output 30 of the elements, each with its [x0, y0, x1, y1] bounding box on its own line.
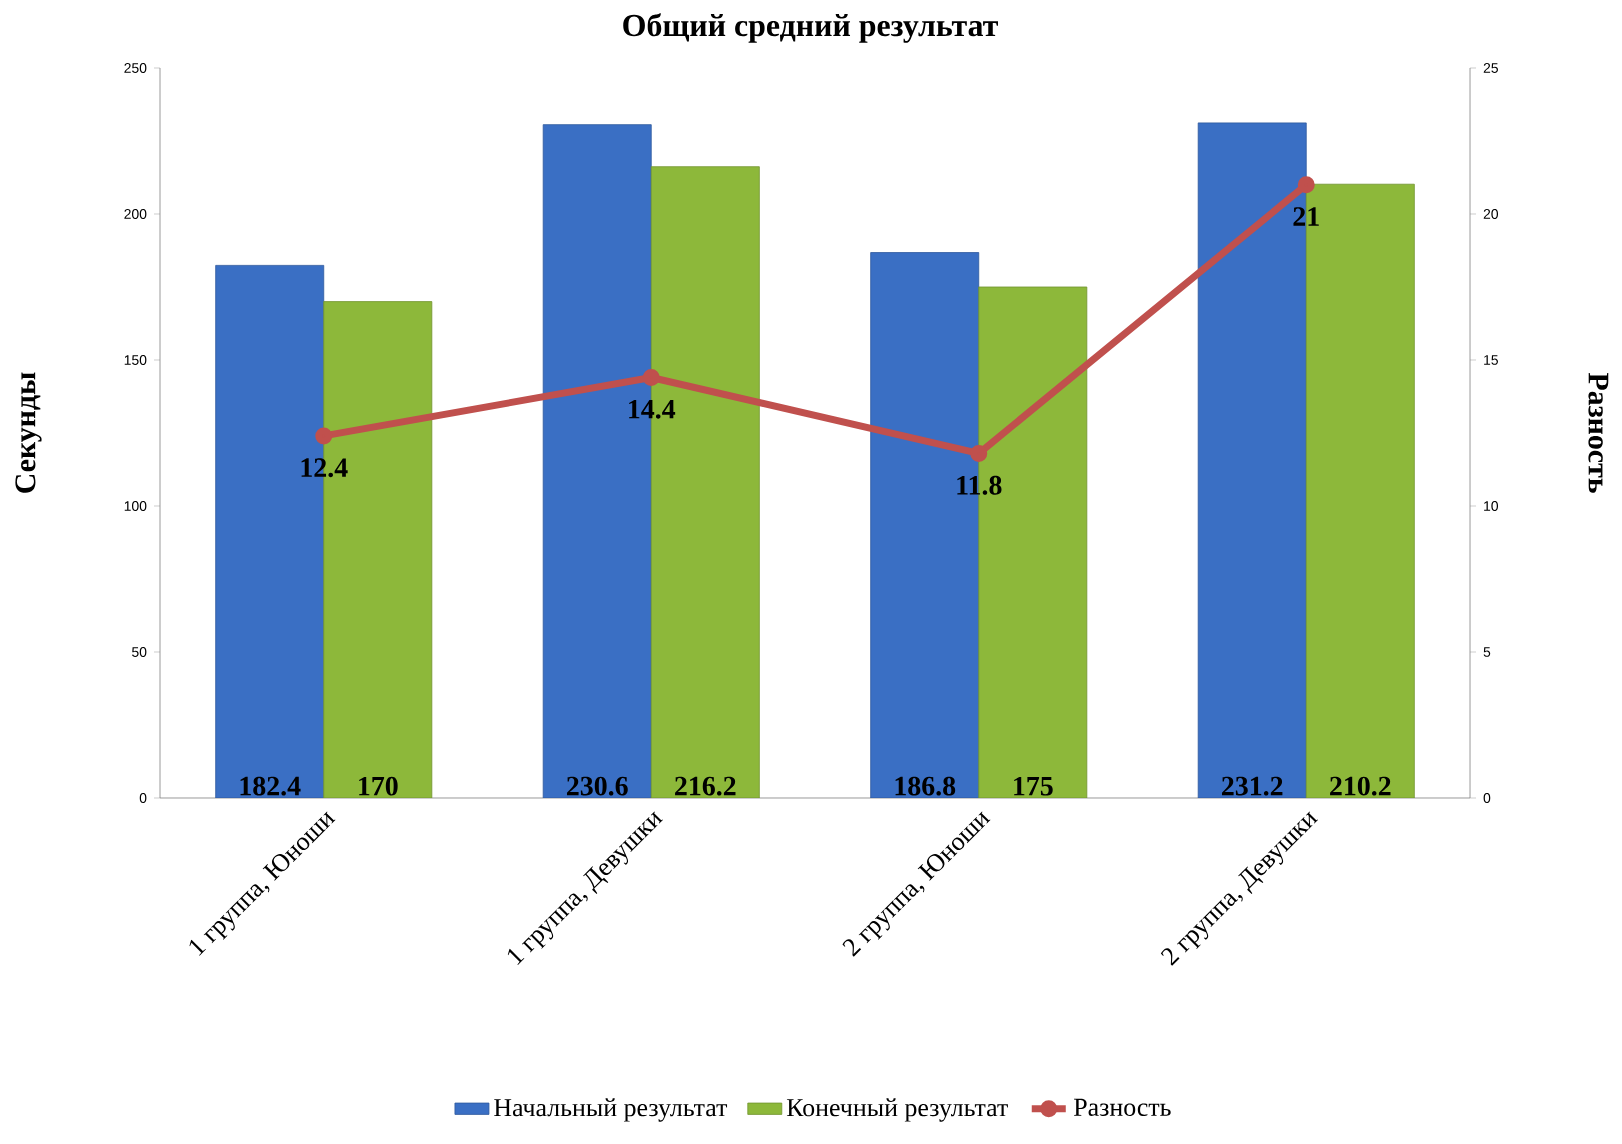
point: [315, 427, 333, 445]
y-axis-title: Секунды: [15, 372, 42, 493]
data-label: 230.6: [566, 776, 628, 796]
y-tick-label: 100: [124, 501, 147, 511]
y2-tick-label: 5: [1483, 647, 1491, 657]
chart-title: Общий средний результат: [623, 13, 998, 43]
y-tick-label: 200: [124, 209, 147, 219]
data-label: 210.2: [1330, 776, 1391, 796]
y2-tick-label: 20: [1483, 209, 1499, 219]
y2-tick-label: 0: [1483, 793, 1491, 803]
point: [970, 444, 988, 462]
data-label: 186.8: [895, 776, 956, 796]
y2-tick-label: 25: [1483, 63, 1498, 73]
y-tick-label: 0: [139, 793, 147, 803]
y-tick-label: 250: [124, 63, 147, 73]
point: [642, 369, 660, 387]
y-tick-label: 50: [132, 647, 147, 657]
data-label: 216.2: [675, 776, 736, 796]
y-tick-label: 150: [124, 355, 147, 365]
legend-label: Конечный результат: [786, 1098, 1008, 1122]
data-label: 175: [1014, 776, 1053, 796]
data-label: 231.2: [1221, 776, 1283, 796]
y2-tick-label: 10: [1484, 501, 1499, 511]
legend-label: Начальный результат: [494, 1098, 728, 1122]
y2-axis-title: Разность: [1588, 372, 1609, 493]
legend-label: Разность: [1074, 1098, 1171, 1116]
data-label: 182.4: [240, 776, 301, 796]
point: [1297, 176, 1315, 194]
data-label: 170: [359, 776, 398, 796]
y2-tick-label: 15: [1484, 355, 1498, 365]
